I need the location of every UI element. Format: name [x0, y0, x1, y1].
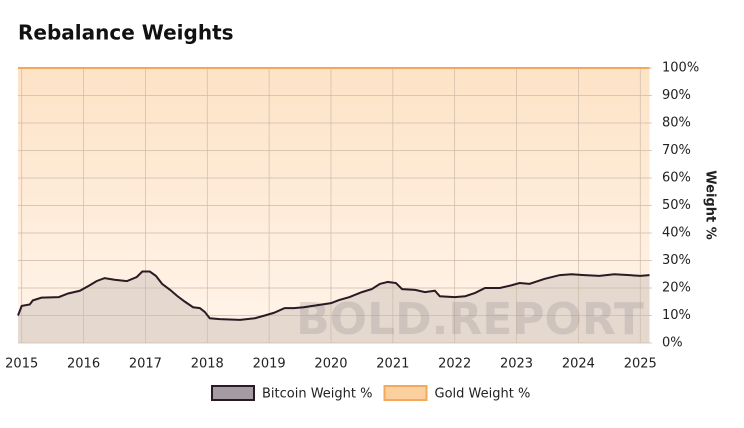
x-tick-label: 2017 [129, 357, 162, 372]
area [18, 271, 650, 343]
legend-label: Gold Weight % [435, 387, 531, 402]
x-tick-label: 2016 [67, 357, 100, 372]
y-tick-label: 70% [662, 143, 691, 158]
y-tick-label: 60% [662, 171, 691, 186]
x-tick-label: 2024 [562, 357, 595, 372]
x-tick-label: 2015 [5, 357, 38, 372]
legend-swatch [383, 385, 428, 401]
legend-item[interactable]: Gold Weight % [383, 385, 531, 402]
x-tick-label: 2025 [624, 357, 657, 372]
x-tick-label: 2021 [376, 357, 409, 372]
y-tick-label: 40% [662, 226, 691, 241]
x-tick-label: 2022 [438, 357, 471, 372]
y-axis-title: Weight % [703, 170, 718, 239]
x-tick-label: 2019 [253, 357, 286, 372]
y-tick-label: 0% [662, 336, 683, 351]
y-tick-label: 50% [662, 198, 691, 213]
legend-item[interactable]: Bitcoin Weight % [211, 385, 373, 402]
y-tick-label: 80% [662, 116, 691, 131]
area [18, 68, 650, 320]
y-tick-label: 20% [662, 281, 691, 296]
y-tick-label: 90% [662, 88, 691, 103]
y-tick-label: 30% [662, 253, 691, 268]
y-tick-label: 100% [662, 61, 699, 76]
x-tick-label: 2018 [191, 357, 224, 372]
line [17, 270, 650, 321]
x-tick-label: 2020 [314, 357, 347, 372]
x-tick-label: 2023 [500, 357, 533, 372]
watermark: BOLD.REPORT [296, 294, 644, 345]
y-tick-label: 10% [662, 308, 691, 323]
chart-title: Rebalance Weights [18, 21, 234, 45]
legend-swatch [211, 385, 255, 401]
legend-label: Bitcoin Weight % [262, 387, 373, 402]
